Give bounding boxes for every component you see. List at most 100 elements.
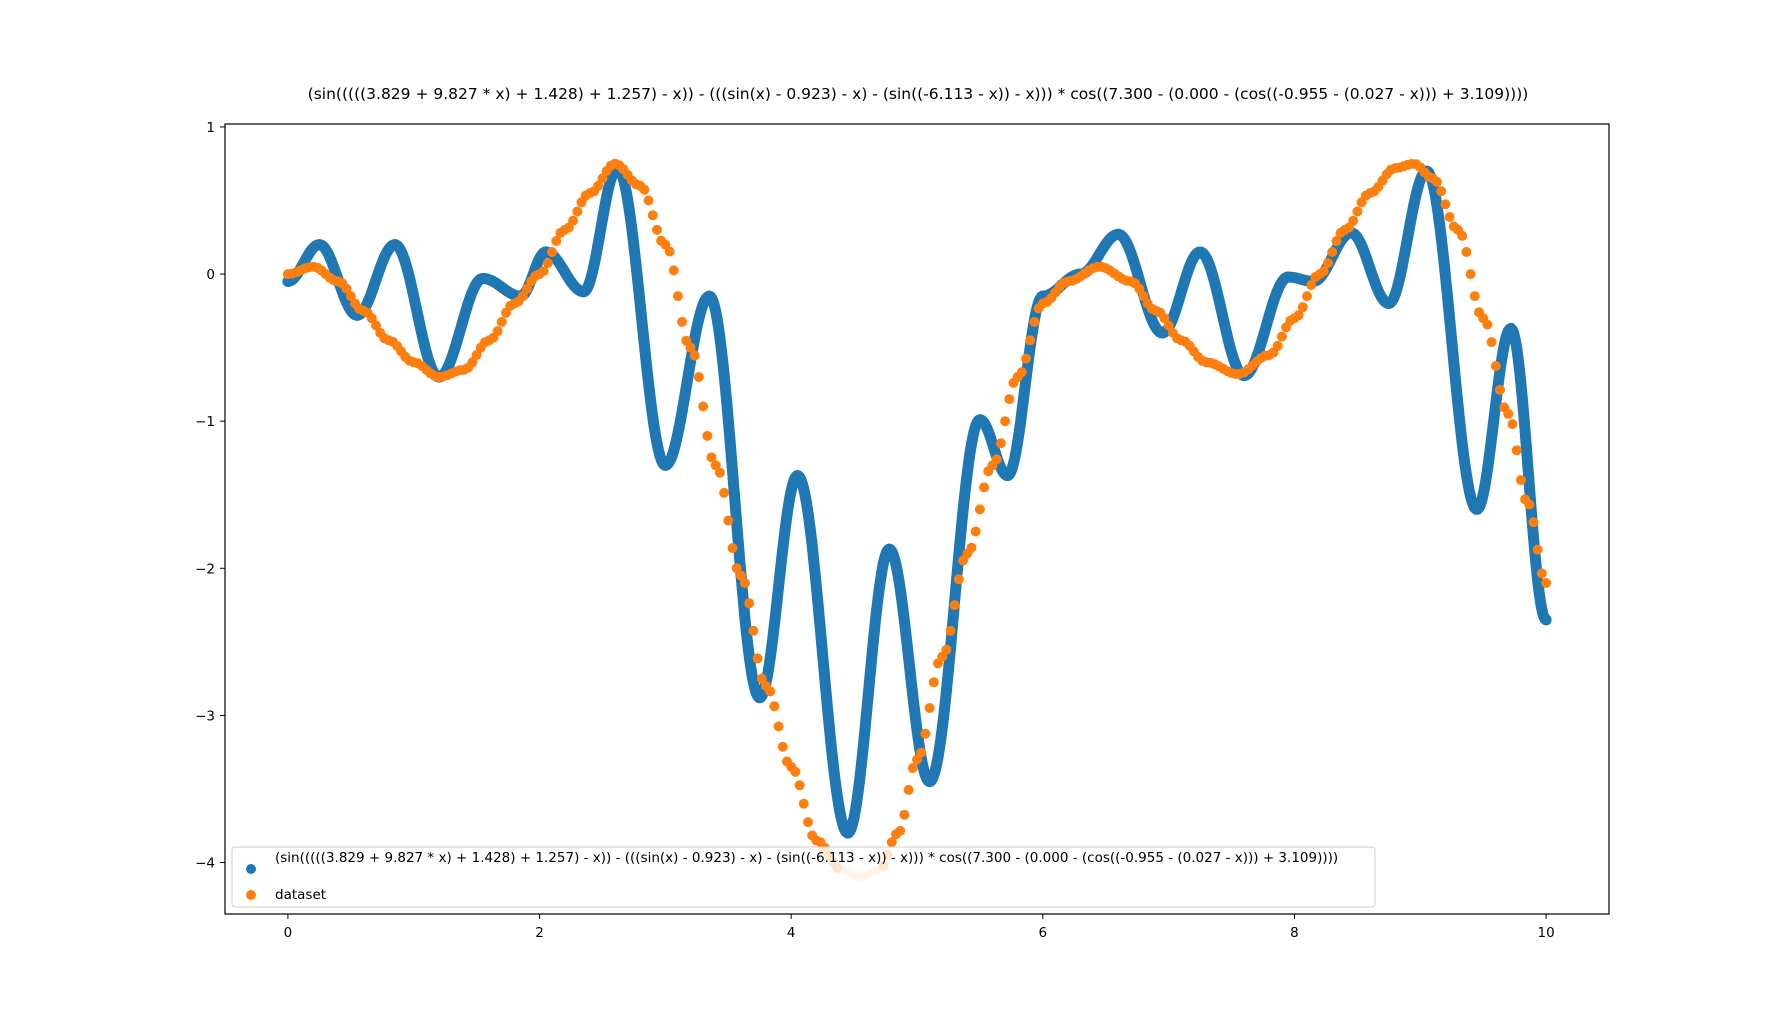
dataset-point	[467, 357, 478, 368]
dataset-point	[1528, 517, 1539, 528]
dataset-point	[995, 438, 1006, 449]
dataset-point	[1327, 247, 1338, 257]
dataset-point	[1306, 280, 1317, 291]
dataset-point	[723, 515, 734, 526]
series-formula-point	[1383, 298, 1395, 309]
dataset-point	[752, 653, 763, 664]
dataset-point	[1293, 310, 1304, 321]
dataset-point	[916, 747, 927, 758]
dataset-point	[1440, 199, 1451, 210]
dataset-point	[1163, 320, 1174, 331]
dataset-point	[702, 430, 713, 441]
x-tick-label: 0	[284, 925, 293, 941]
dataset-point	[974, 504, 985, 515]
series-formula-point	[754, 692, 766, 704]
x-tick-label: 4	[787, 925, 796, 941]
dataset-point	[492, 326, 503, 337]
dataset-point	[1469, 291, 1480, 302]
dataset-point	[953, 574, 964, 585]
y-tick-label: −4	[195, 856, 215, 872]
dataset-point	[903, 784, 914, 795]
dataset-point	[522, 283, 532, 294]
dataset-point	[773, 721, 784, 732]
y-tick-label: −2	[195, 561, 215, 577]
series-formula-point	[703, 290, 715, 302]
dataset-point	[1507, 419, 1518, 430]
dataset-point	[710, 460, 721, 471]
dataset-point	[677, 316, 688, 327]
dataset-point	[593, 180, 604, 191]
series-formula-point	[974, 414, 986, 426]
dataset-point	[941, 644, 952, 655]
dataset-point	[769, 701, 780, 712]
dataset-point	[652, 224, 662, 235]
legend-label-formula: (sin(((((3.829 + 9.827 * x) + 1.428) + 1…	[275, 850, 1338, 866]
dataset-point	[1503, 408, 1514, 419]
dataset-point	[727, 543, 738, 554]
dataset-point	[899, 809, 910, 820]
x-axis: 0 2 4 6 8 10	[284, 914, 1555, 941]
dataset-point	[740, 578, 750, 588]
dataset-point	[1352, 206, 1363, 217]
dataset-point	[970, 526, 981, 537]
dataset-point	[1515, 475, 1526, 485]
dataset-point	[895, 825, 906, 836]
dataset-point	[1138, 291, 1149, 302]
dataset-point	[366, 313, 377, 324]
dataset-point	[639, 184, 650, 195]
dataset-point	[798, 798, 809, 809]
series-formula-point	[1471, 503, 1483, 515]
dataset-point	[966, 542, 977, 553]
x-tick-label: 10	[1537, 925, 1554, 941]
dataset-point	[1490, 361, 1501, 371]
dataset-point	[698, 401, 709, 412]
dataset-point	[744, 598, 755, 609]
dataset-point	[1021, 353, 1031, 364]
series-formula-point	[1540, 614, 1552, 626]
dataset-point	[471, 350, 482, 360]
dataset-point	[924, 703, 935, 713]
series-formula-point	[313, 239, 325, 251]
dataset-point	[496, 316, 507, 327]
dataset-point	[794, 780, 805, 791]
dataset-point	[1457, 230, 1468, 241]
chart-title: (sin(((((3.829 + 9.827 * x) + 1.428) + 1…	[308, 85, 1529, 103]
dataset-point	[1000, 416, 1011, 427]
dataset-point	[1016, 367, 1027, 378]
dataset-point	[1029, 316, 1040, 327]
series-formula-point	[1002, 470, 1014, 482]
dataset-point	[1482, 319, 1493, 330]
dataset-point	[886, 837, 897, 848]
dataset-point	[1524, 499, 1535, 510]
dataset-point	[731, 563, 742, 574]
dataset-point	[647, 210, 658, 221]
dataset-point	[991, 454, 1002, 465]
series-formula-point	[792, 470, 803, 482]
dataset-point	[714, 467, 725, 478]
dataset-point	[1536, 568, 1547, 579]
legend-marker-formula	[246, 864, 256, 874]
dataset-point	[748, 625, 759, 636]
legend-label-dataset: dataset	[275, 887, 326, 903]
dataset-point	[685, 342, 696, 353]
series-formula-point	[282, 275, 294, 287]
dataset-point	[668, 265, 679, 276]
dataset-point	[1348, 215, 1359, 226]
dataset-point	[1444, 212, 1455, 222]
axes-frame	[224, 123, 1610, 915]
dataset-point	[1532, 544, 1543, 555]
dataset-point	[756, 673, 767, 684]
dataset-point	[345, 291, 356, 302]
legend-marker-dataset	[246, 890, 256, 900]
series-formula-point	[578, 286, 590, 298]
series-formula-point	[477, 273, 489, 284]
dataset-point	[790, 766, 801, 777]
dataset-point	[1465, 269, 1476, 280]
dataset-point	[928, 677, 939, 688]
dataset-point	[1432, 176, 1442, 187]
dataset-point	[1134, 283, 1145, 294]
series-formula-point	[842, 827, 854, 839]
dataset-point	[949, 600, 960, 611]
dataset-point	[1025, 335, 1036, 346]
